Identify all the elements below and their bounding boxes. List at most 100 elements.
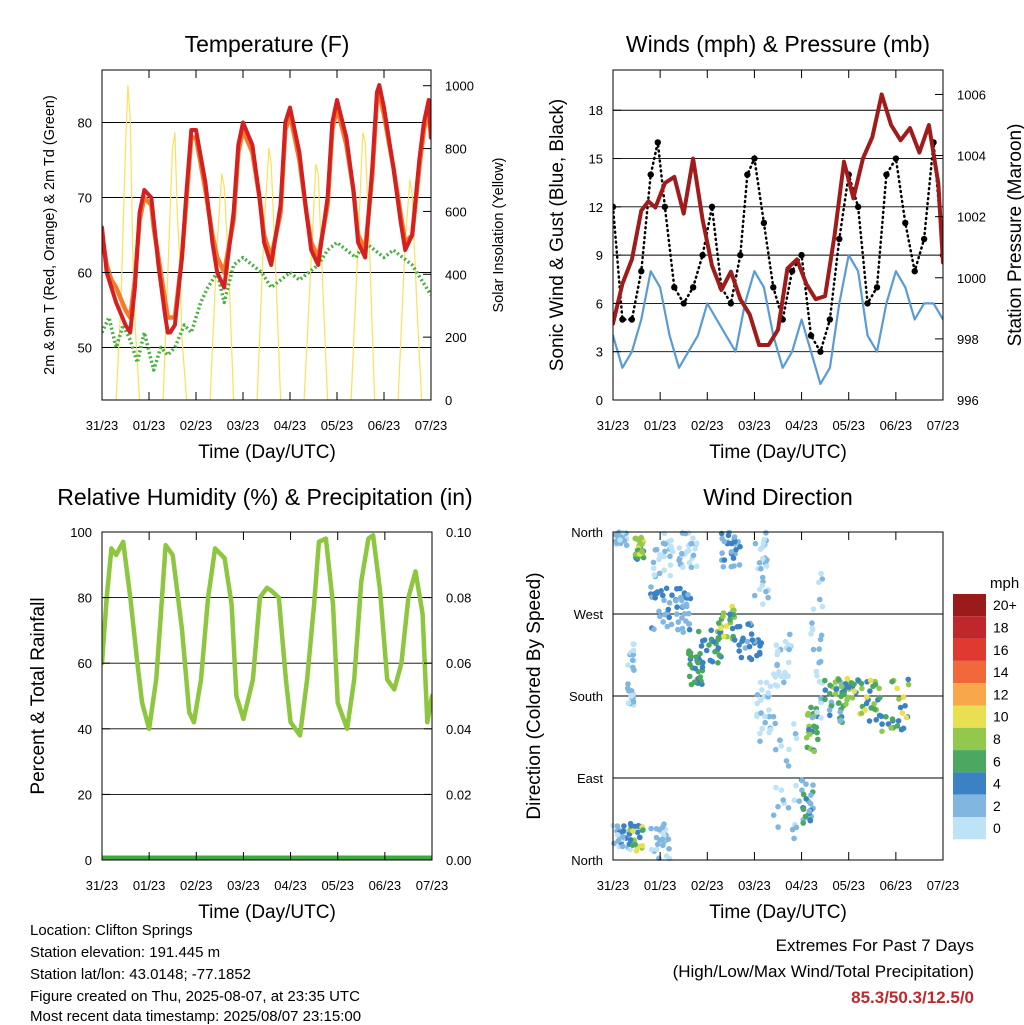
direction-point bbox=[727, 617, 733, 623]
direction-point bbox=[710, 638, 717, 645]
direction-point bbox=[905, 676, 911, 683]
direction-point bbox=[774, 651, 780, 658]
direction-point bbox=[783, 758, 790, 764]
direction-point bbox=[652, 547, 659, 553]
direction-point bbox=[662, 541, 669, 547]
x-tick-label: 03/23 bbox=[738, 418, 771, 433]
direction-point bbox=[780, 797, 786, 803]
x-tick-label: 07/23 bbox=[415, 418, 448, 433]
x-tick-label: 01/23 bbox=[133, 878, 166, 893]
direction-point bbox=[746, 655, 753, 661]
direction-point bbox=[819, 603, 826, 610]
legend-label: 2 bbox=[993, 798, 1001, 814]
direction-point bbox=[656, 826, 663, 833]
direction-point bbox=[818, 632, 825, 639]
direction-point bbox=[792, 731, 799, 737]
direction-point bbox=[650, 559, 657, 566]
direction-point bbox=[648, 846, 655, 853]
legend-swatch bbox=[953, 660, 986, 684]
gust-point bbox=[628, 316, 636, 323]
direction-point bbox=[811, 723, 817, 730]
direction-point bbox=[663, 853, 670, 859]
direction-point bbox=[623, 542, 630, 549]
direction-point bbox=[754, 692, 761, 698]
direction-point bbox=[648, 584, 654, 590]
direction-point bbox=[758, 640, 765, 646]
direction-point bbox=[867, 677, 874, 684]
direction-point bbox=[785, 659, 792, 666]
direction-point bbox=[765, 690, 771, 696]
direction-point bbox=[757, 730, 763, 737]
direction-point bbox=[715, 645, 722, 651]
info-created: Figure created on Thu, 2025-08-07, at 23… bbox=[30, 988, 360, 1005]
direction-point bbox=[816, 579, 822, 586]
direction-point bbox=[754, 700, 760, 707]
direction-point bbox=[732, 538, 738, 545]
humidity-y-label: Percent & Total Rainfall bbox=[28, 597, 49, 794]
direction-point bbox=[758, 565, 764, 572]
legend-swatch bbox=[953, 638, 986, 661]
direction-point bbox=[811, 748, 817, 755]
direction-point bbox=[900, 694, 907, 700]
y2-tick-label: 1004 bbox=[957, 149, 986, 164]
direction-point bbox=[687, 661, 693, 668]
direction-point bbox=[746, 643, 753, 650]
direction-point bbox=[627, 837, 634, 843]
x-tick-label: 02/23 bbox=[180, 418, 213, 433]
legend-swatch bbox=[953, 705, 986, 728]
legend-swatch bbox=[953, 817, 986, 840]
direction-point bbox=[695, 659, 701, 666]
wind-x-label: Time (Day/UTC) bbox=[709, 442, 847, 463]
direction-point bbox=[807, 817, 814, 824]
direction-point bbox=[822, 677, 828, 684]
direction-point bbox=[668, 543, 674, 550]
direction-point bbox=[625, 700, 632, 706]
direction-point bbox=[772, 746, 779, 753]
direction-point bbox=[639, 842, 645, 849]
direction-point bbox=[723, 623, 730, 629]
direction-point bbox=[817, 596, 823, 603]
direction-point bbox=[619, 834, 626, 840]
direction-point bbox=[674, 611, 680, 617]
legend-label: 10 bbox=[993, 709, 1009, 725]
gust-point bbox=[619, 316, 626, 323]
direction-point bbox=[808, 792, 814, 798]
direction-point bbox=[800, 791, 807, 798]
direction-point bbox=[793, 735, 800, 742]
direction-point bbox=[814, 673, 820, 679]
direction-point bbox=[807, 731, 813, 737]
direction-point bbox=[740, 635, 746, 642]
y2-tick-label: 600 bbox=[445, 204, 467, 219]
direction-point bbox=[766, 713, 773, 720]
direction-point bbox=[631, 667, 637, 673]
direction-point bbox=[786, 646, 792, 653]
legend-swatch bbox=[953, 616, 986, 639]
direction-point bbox=[731, 534, 738, 540]
direction-point bbox=[895, 718, 902, 724]
direction-point bbox=[822, 696, 828, 703]
y-tick-label: North bbox=[571, 853, 603, 868]
pressure-line bbox=[613, 92, 943, 347]
direction-point bbox=[667, 553, 673, 560]
direction-point bbox=[752, 540, 759, 547]
extremes-title: Extremes For Past 7 Days bbox=[775, 936, 974, 955]
direction-point bbox=[700, 659, 706, 666]
direction-point bbox=[745, 621, 751, 627]
direction-point bbox=[776, 669, 782, 675]
direction-point bbox=[690, 535, 696, 541]
y-tick-label: 3 bbox=[596, 345, 603, 360]
direction-point bbox=[759, 687, 765, 693]
direction-point bbox=[736, 642, 742, 648]
x-tick-label: 01/23 bbox=[644, 878, 677, 893]
direction-point bbox=[844, 697, 850, 703]
direction-point bbox=[814, 729, 820, 736]
direction-point bbox=[667, 572, 674, 579]
direction-point bbox=[838, 683, 845, 690]
direction-point bbox=[868, 705, 874, 711]
y2-tick-label: 1002 bbox=[957, 210, 986, 225]
temperature-panel: Temperature (F) 31/23 01/23 02/23 03/23 04/2… bbox=[42, 31, 507, 463]
wind-direction-panel: Wind Direction 31/23 01/23 02/23 03/23 04/23… bbox=[524, 484, 1019, 923]
direction-point bbox=[729, 625, 736, 632]
direction-point bbox=[799, 787, 805, 793]
direction-point bbox=[770, 713, 777, 720]
